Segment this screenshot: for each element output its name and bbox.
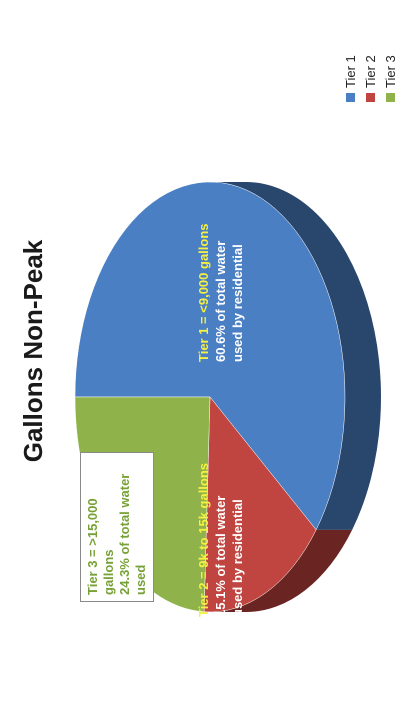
tier-3-annotation: Tier 3 = >15,000 gallons 24.3% of total … (80, 452, 154, 602)
tier-1-annotation-line-3: used by residential (230, 244, 245, 362)
tier-1-annotation-line-1: Tier 1 = <9,000 gallons (196, 223, 211, 362)
legend-label-tier-1: Tier 1 (342, 55, 358, 88)
legend-swatch-tier-2 (365, 93, 375, 102)
tier-2-annotation-line-1: Tier 2 = 9k to 15k gallons (196, 462, 211, 617)
pie-slice-tier-1 (74, 181, 346, 531)
pie-slice-side-1 (210, 182, 381, 530)
legend-item-tier-3: Tier 3 (380, 55, 400, 102)
tier-2-annotation-line-3: used by residential (230, 499, 245, 617)
legend-swatch-tier-3 (385, 93, 395, 102)
tier-3-annotation-line-1: Tier 3 = >15,000 gallons (85, 498, 116, 595)
legend-swatch-tier-1 (345, 93, 355, 102)
legend: Tier 1 Tier 2 Tier 3 (340, 55, 400, 102)
pie-slice-side-2 (210, 529, 353, 612)
tier-1-annotation-line-2: 60.6% of total water (213, 240, 228, 362)
legend-item-tier-2: Tier 2 (360, 55, 380, 102)
legend-label-tier-2: Tier 2 (362, 55, 378, 88)
tier-3-annotation-line-2: 24.3% of total water used (117, 473, 148, 595)
pie-side-walls (210, 182, 381, 612)
legend-item-tier-1: Tier 1 (340, 55, 360, 102)
tier-2-annotation-line-2: 15.1% of total water (213, 495, 228, 617)
tier-1-annotation: Tier 1 = <9,000 gallons 60.6% of total w… (195, 223, 246, 362)
legend-label-tier-3: Tier 3 (382, 55, 398, 88)
tier-2-annotation: Tier 2 = 9k to 15k gallons 15.1% of tota… (195, 463, 246, 617)
pie-slice-tier-2 (203, 396, 317, 613)
